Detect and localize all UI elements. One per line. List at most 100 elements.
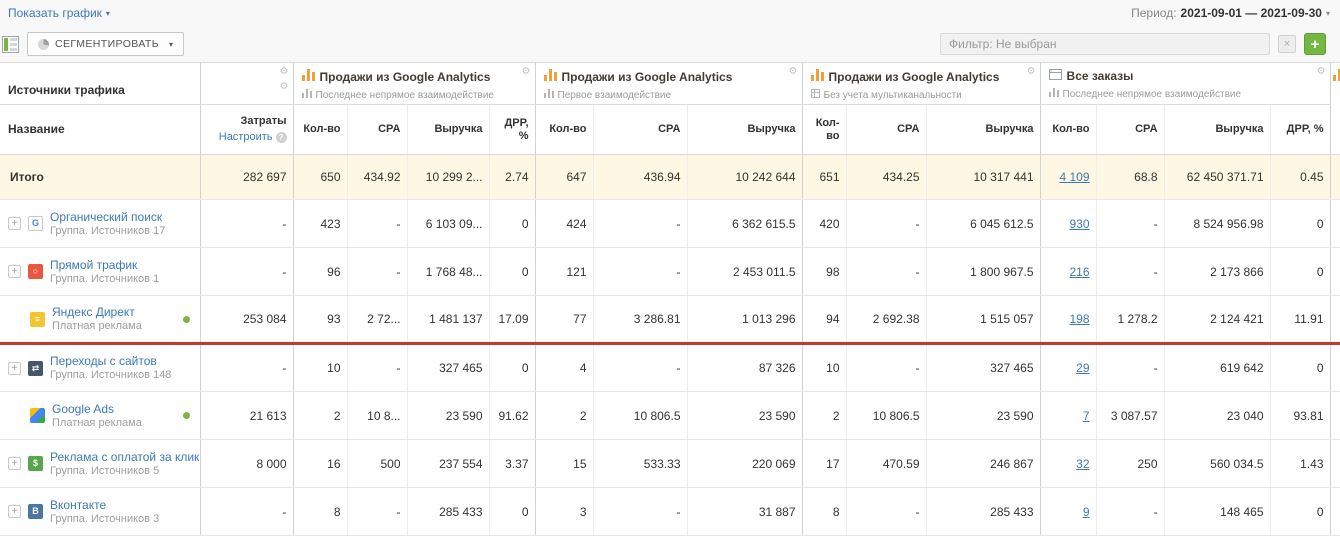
source-name-link[interactable]: Прямой трафик [50,257,138,272]
metric-cell: 650 [293,154,348,200]
report-view-icon[interactable] [2,35,19,53]
metric-cell: - [846,199,927,248]
chevron-down-icon: ▾ [105,9,110,18]
metric-cell: 10 806.5 [593,391,688,440]
orders-count-link[interactable]: 930 [1069,216,1090,231]
clear-filter-button[interactable]: × [1278,35,1296,53]
orders-count-link[interactable]: 29 [1076,361,1090,375]
attribution-model-icon [301,89,312,101]
metric-cell: - [1096,343,1165,392]
metric-cell: 2 173 866 [1164,247,1271,296]
metric-cell: 216 [1040,247,1097,296]
source-name-link[interactable]: Google Ads [52,401,115,416]
configure-costs-link[interactable]: Настроить? [207,131,287,144]
source-name-text: Google Ads Платная реклама [52,402,142,430]
orders-count-link[interactable]: 216 [1069,264,1090,279]
metric-cell: - [347,247,408,296]
attribution-model-icon [543,89,554,101]
metric-cell: 93 [293,295,348,345]
gear-icon[interactable]: ⚙ [788,66,798,77]
metric-cell: 77 [535,295,594,345]
total-row: Итого 282 697 650 434.92 10 299 2... 2.74 647 4… [0,154,1340,200]
metric-cell: - [347,343,408,392]
show-chart-toggle[interactable]: Показать график ▾ [8,6,110,20]
column-header: CPA [846,104,927,155]
direct-traffic-icon: ○ [28,264,43,279]
metric-cell: 32 [1040,439,1097,488]
metric-cell: 10 242 644 [687,154,803,200]
orders-count-link[interactable]: 198 [1069,312,1090,326]
metric-cell: 285 433 [926,487,1041,536]
metric-cell: 23 590 [687,391,803,440]
source-name-link[interactable]: Реклама с оплатой за клик [50,449,200,464]
segment-button[interactable]: СЕГМЕНТИРОВАТЬ ▾ [27,32,185,56]
source-name-cell: + G Органический поиск Группа. Источников 1… [0,199,201,248]
orders-count-link[interactable]: 4 109 [1059,170,1090,184]
costs-cell: - [200,343,294,392]
metric-cell: - [593,199,688,248]
expand-button[interactable]: + [8,505,21,518]
organic-search-icon: G [28,216,43,231]
metric-cell: 533.33 [593,439,688,488]
metric-cell: 3 087.57 [1096,391,1165,440]
period-selector[interactable]: Период: 2021-09-01 — 2021-09-30 ▾ [1131,6,1330,20]
metric-cell: 16 [293,439,348,488]
source-name-link[interactable]: Органический поиск [50,209,163,224]
metric-cell: 6 362 615.5 [687,199,803,248]
segment-label: СЕГМЕНТИРОВАТЬ [55,38,160,50]
table-row: + ⇄ Переходы с сайтов Группа. Источников 14… [0,343,1340,392]
source-name-cell: + В Вконтакте Группа. Источников 3 [0,487,201,536]
metric-cell: 0 [1270,487,1331,536]
source-name-cell: + ⇄ Переходы с сайтов Группа. Источников 14… [0,343,201,392]
ppc-ads-icon: $ [28,456,43,471]
topbar: Показать график ▾ Период: 2021-09-01 — 202… [0,0,1340,26]
column-header: ДРР, % [1270,104,1331,155]
source-name-link[interactable]: Яндекс Директ [52,305,135,319]
expand-button[interactable]: + [8,217,21,230]
costs-cell: 253 084 [200,295,294,345]
source-name-wrap: ≡ Яндекс Директ Платная реклама [0,305,200,333]
source-name-link[interactable]: Вконтакте [50,497,107,512]
metric-cell: 500 [347,439,408,488]
gear-icon[interactable]: ⚙ [1026,66,1036,77]
info-icon: ? [275,132,287,143]
metric-cell: 2 [293,391,348,440]
metric-cell: 2 [802,391,847,440]
gear-icon[interactable]: ⚙ [1316,66,1326,77]
metric-cell: 2.74 [489,154,536,200]
expand-button[interactable]: + [8,457,21,470]
expand-button[interactable]: + [8,265,21,278]
metric-cell: 121 [535,247,594,296]
column-header: Выручка [687,104,803,155]
metric-cell: 7 [1040,391,1097,440]
expand-button[interactable]: + [8,361,21,375]
metric-cell: 285 433 [407,487,490,536]
metric-cell: 220 069 [687,439,803,488]
metric-cell: 1 278.2 [1096,295,1165,345]
source-name-wrap: + В Вконтакте Группа. Источников 3 [0,498,200,526]
gear-icon[interactable]: ⚙ [521,66,531,77]
total-label-cell: Итого [0,154,201,200]
metric-cell: 98 [802,247,847,296]
metric-cell: 23 590 [926,391,1041,440]
metric-cell: 91.62 [489,391,536,440]
metric-cell: 3.37 [489,439,536,488]
source-name-link[interactable]: Переходы с сайтов [50,354,157,368]
source-name-text: Органический поиск Группа. Источников 17 [50,210,165,238]
metric-cell: 1 768 48... [407,247,490,296]
orders-count-link[interactable]: 32 [1076,456,1090,471]
gear-icon[interactable]: ⚙ [279,81,289,92]
metric-group-header: Продажи из Google Analytics Без учета му… [802,62,1041,105]
metric-cell: 4 109 [1040,154,1097,200]
gear-icon[interactable]: ⚙ [279,66,289,77]
multichannel-grid-icon [810,89,820,101]
orders-count-link[interactable]: 9 [1082,504,1090,519]
costs-cell: 282 697 [200,154,294,200]
filter-input[interactable] [940,33,1270,55]
orders-count-link[interactable]: 7 [1082,408,1090,423]
source-name-wrap: Google Ads Платная реклама [0,402,200,430]
metric-cell: 29 [1040,343,1097,392]
group-title: Все заказы [1066,69,1134,83]
add-metric-button[interactable]: + [1304,33,1326,55]
metric-cell: 2 124 421 [1164,295,1271,345]
